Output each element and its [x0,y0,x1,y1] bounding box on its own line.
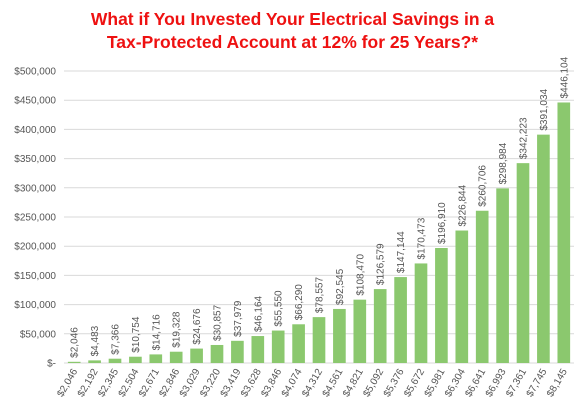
data-label: $446,104 [559,56,570,98]
data-label: $4,483 [90,325,101,356]
data-label: $342,223 [519,117,530,159]
y-tick-label: $50,000 [20,329,57,340]
data-label: $298,984 [498,142,509,184]
data-label: $78,557 [315,277,326,314]
data-label: $37,979 [233,300,244,337]
y-tick-label: $300,000 [14,183,56,194]
y-tick-label: $500,000 [14,67,56,78]
bar [210,344,224,363]
bar [394,277,407,363]
data-label: $92,545 [335,268,346,305]
bar [231,340,244,363]
y-tick-label: $200,000 [14,242,56,253]
chart-title-line-1: What if You Invested Your Electrical Sav… [90,9,495,29]
bar [129,356,142,363]
data-label: $66,290 [294,284,305,321]
bar [169,351,183,363]
bar [190,348,203,363]
bar [312,317,326,363]
bar [435,248,448,363]
data-label: $226,844 [457,184,468,226]
y-tick-label: $250,000 [14,213,56,224]
bar [88,360,101,363]
y-tick-label: $350,000 [14,154,56,165]
y-tick-label: $- [47,359,56,370]
data-label: $14,716 [151,314,162,351]
data-label: $126,579 [376,243,387,285]
data-label: $260,706 [478,165,489,207]
bar [537,134,550,363]
bar [271,330,285,363]
data-label: $170,473 [417,217,428,259]
bar [251,336,265,363]
chart-title-line-2: Tax-Protected Account at 12% for 25 Year… [106,32,479,52]
data-label: $108,470 [355,254,366,296]
data-label: $7,366 [111,324,122,355]
bar [455,230,469,363]
data-label: $391,034 [539,88,550,130]
bar [353,299,367,363]
bar [475,210,489,363]
data-label: $10,754 [131,316,142,353]
y-tick-label: $150,000 [14,271,56,282]
data-label: $46,164 [253,295,264,332]
data-label: $19,328 [172,311,183,348]
y-tick-label: $450,000 [14,96,56,107]
bar [373,289,387,363]
data-label: $24,676 [192,308,203,345]
y-tick-label: $100,000 [14,300,56,311]
bar [292,324,305,363]
data-label: $2,046 [70,327,81,358]
data-label: $196,910 [437,202,448,244]
data-label: $30,857 [213,304,224,341]
bar [67,361,81,363]
data-label: $147,144 [396,231,407,273]
bar [333,308,346,363]
y-tick-label: $400,000 [14,125,56,136]
bar [149,354,163,363]
bar [557,102,571,363]
bar [414,263,428,363]
bar [516,163,530,363]
x-tick-label: $8,145 [545,367,570,399]
bar [108,358,122,363]
data-label: $55,550 [274,290,285,327]
bar [496,188,509,363]
chart-title: What if You Invested Your Electrical Sav… [0,8,585,54]
